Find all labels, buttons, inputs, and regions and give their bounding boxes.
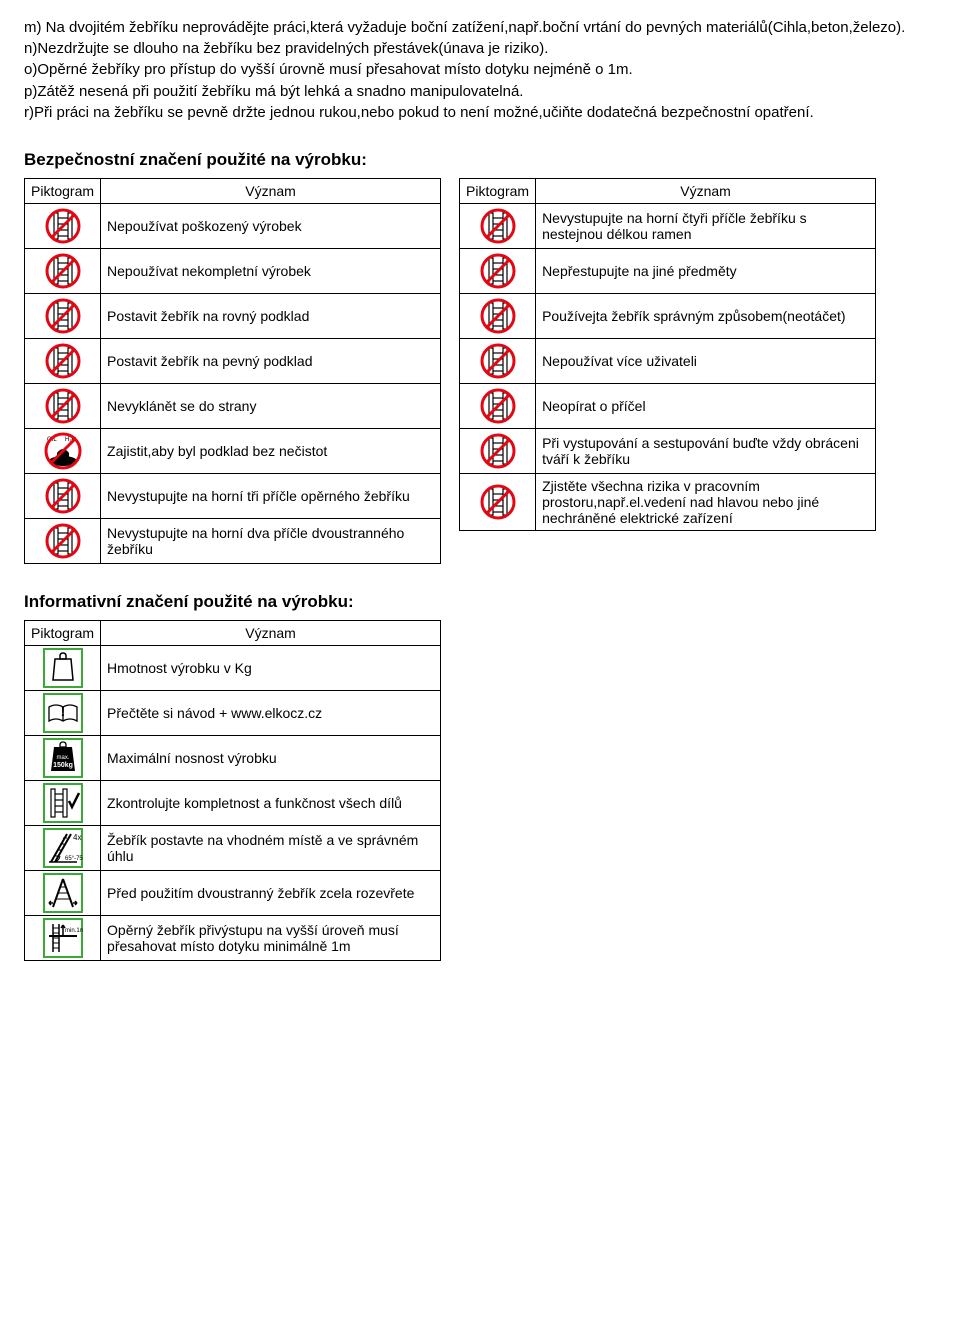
meaning-text: Před použitím dvoustranný žebřík zcela r… — [101, 870, 441, 915]
safety-tables: Piktogram Význam Nepoužívat poškozený vý… — [24, 178, 936, 564]
table-row: Hmotnost výrobku v Kg — [25, 645, 441, 690]
meaning-text: Nepoužívat více uživateli — [536, 338, 876, 383]
intro-paragraphs: m) Na dvojitém žebříku neprovádějte prác… — [24, 18, 936, 122]
meaning-text: Nevystupujte na horní tři příčle opěrnéh… — [101, 473, 441, 518]
meaning-text: Nepřestupujte na jiné předměty — [536, 248, 876, 293]
svg-text:!: ! — [60, 703, 65, 719]
meaning-text: Nepoužívat nekompletní výrobek — [101, 248, 441, 293]
table-row: OIL H₂O Zajistit,aby byl podklad bez neč… — [25, 428, 441, 473]
table-row: Postavit žebřík na pevný podklad — [25, 338, 441, 383]
svg-text:4x: 4x — [73, 833, 81, 842]
angle-icon: 65°-75° 4x — [25, 825, 101, 870]
para-r: r)Při práci na žebříku se pevně držte je… — [24, 103, 936, 122]
table-row: max. 150kg Maximální nosnost výrobku — [25, 735, 441, 780]
prohibit-icon — [25, 293, 101, 338]
safety-heading: Bezpečnostní značení použité na výrobku: — [24, 150, 936, 170]
prohibit-icon — [460, 248, 536, 293]
info-table: Piktogram Význam Hmotnost výrobku v Kg !… — [24, 620, 441, 961]
table-row: ! Přečtěte si návod + www.elkocz.cz — [25, 690, 441, 735]
meaning-text: Nepoužívat poškozený výrobek — [101, 203, 441, 248]
meaning-text: Opěrný žebřík přivýstupu na vyšší úroveň… — [101, 915, 441, 960]
prohibit-icon — [25, 338, 101, 383]
table-row: Neopírat o příčel — [460, 383, 876, 428]
check-icon — [25, 780, 101, 825]
meaning-text: Žebřík postavte na vhodném místě a ve sp… — [101, 825, 441, 870]
svg-text:min.1m: min.1m — [65, 928, 83, 934]
header-vyznam: Význam — [536, 178, 876, 203]
prohibit-icon — [460, 383, 536, 428]
safety-table-left: Piktogram Význam Nepoužívat poškozený vý… — [24, 178, 441, 564]
table-row: Nepoužívat nekompletní výrobek — [25, 248, 441, 293]
table-row: Nevystupujte na horní dva příčle dvoustr… — [25, 518, 441, 563]
header-piktogram: Piktogram — [25, 178, 101, 203]
info-heading: Informativní značení použité na výrobku: — [24, 592, 936, 612]
table-row: min.1m Opěrný žebřík přivýstupu na vyšší… — [25, 915, 441, 960]
open-icon — [25, 870, 101, 915]
meaning-text: Přečtěte si návod + www.elkocz.cz — [101, 690, 441, 735]
table-row: Nevystupujte na horní tři příčle opěrnéh… — [25, 473, 441, 518]
header-vyznam: Význam — [101, 620, 441, 645]
meaning-text: Hmotnost výrobku v Kg — [101, 645, 441, 690]
table-row: Při vystupování a sestupování buďte vždy… — [460, 428, 876, 473]
prohibit-icon — [460, 338, 536, 383]
table-row: Zkontrolujte kompletnost a funkčnost vše… — [25, 780, 441, 825]
meaning-text: Nevystupujte na horní dva příčle dvoustr… — [101, 518, 441, 563]
meaning-text: Zajistit,aby byl podklad bez nečistot — [101, 428, 441, 473]
meaning-text: Maximální nosnost výrobku — [101, 735, 441, 780]
book-icon: ! — [25, 690, 101, 735]
overhang-icon: min.1m — [25, 915, 101, 960]
table-row: Postavit žebřík na rovný podklad — [25, 293, 441, 338]
maxload-icon: max. 150kg — [25, 735, 101, 780]
prohibit-icon — [460, 203, 536, 248]
table-row: Nevystupujte na horní čtyři příčle žebří… — [460, 203, 876, 248]
meaning-text: Postavit žebřík na pevný podklad — [101, 338, 441, 383]
table-row: Nevyklánět se do strany — [25, 383, 441, 428]
prohibit-icon — [25, 383, 101, 428]
meaning-text: Neopírat o příčel — [536, 383, 876, 428]
table-row: Používejta žebřík správným způsobem(neot… — [460, 293, 876, 338]
table-row: Nepřestupujte na jiné předměty — [460, 248, 876, 293]
prohibit-icon — [25, 518, 101, 563]
oil-icon: OIL H₂O — [25, 428, 101, 473]
prohibit-icon — [25, 203, 101, 248]
prohibit-icon — [460, 428, 536, 473]
para-n: n)Nezdržujte se dlouho na žebříku bez pr… — [24, 39, 936, 58]
meaning-text: Nevyklánět se do strany — [101, 383, 441, 428]
svg-text:150kg: 150kg — [53, 762, 73, 769]
meaning-text: Zkontrolujte kompletnost a funkčnost vše… — [101, 780, 441, 825]
table-row: Zjistěte všechna rizika v pracovním pros… — [460, 473, 876, 530]
meaning-text: Nevystupujte na horní čtyři příčle žebří… — [536, 203, 876, 248]
table-row: Nepoužívat poškozený výrobek — [25, 203, 441, 248]
weight-icon — [25, 645, 101, 690]
table-row: Nepoužívat více uživateli — [460, 338, 876, 383]
svg-text:max.: max. — [56, 755, 69, 761]
meaning-text: Při vystupování a sestupování buďte vždy… — [536, 428, 876, 473]
prohibit-icon — [25, 248, 101, 293]
header-piktogram: Piktogram — [460, 178, 536, 203]
meaning-text: Postavit žebřík na rovný podklad — [101, 293, 441, 338]
para-o: o)Opěrné žebříky pro přístup do vyšší úr… — [24, 60, 936, 79]
meaning-text: Zjistěte všechna rizika v pracovním pros… — [536, 473, 876, 530]
prohibit-icon — [460, 473, 536, 530]
meaning-text: Používejta žebřík správným způsobem(neot… — [536, 293, 876, 338]
table-row: Před použitím dvoustranný žebřík zcela r… — [25, 870, 441, 915]
para-p: p)Zátěž nesená při použití žebříku má bý… — [24, 82, 936, 101]
para-m: m) Na dvojitém žebříku neprovádějte prác… — [24, 18, 936, 37]
header-vyznam: Význam — [101, 178, 441, 203]
safety-table-right: Piktogram Význam Nevystupujte na horní č… — [459, 178, 876, 531]
table-row: 65°-75° 4x Žebřík postavte na vhodném mí… — [25, 825, 441, 870]
svg-text:65°-75°: 65°-75° — [65, 856, 83, 862]
header-piktogram: Piktogram — [25, 620, 101, 645]
prohibit-icon — [25, 473, 101, 518]
prohibit-icon — [460, 293, 536, 338]
